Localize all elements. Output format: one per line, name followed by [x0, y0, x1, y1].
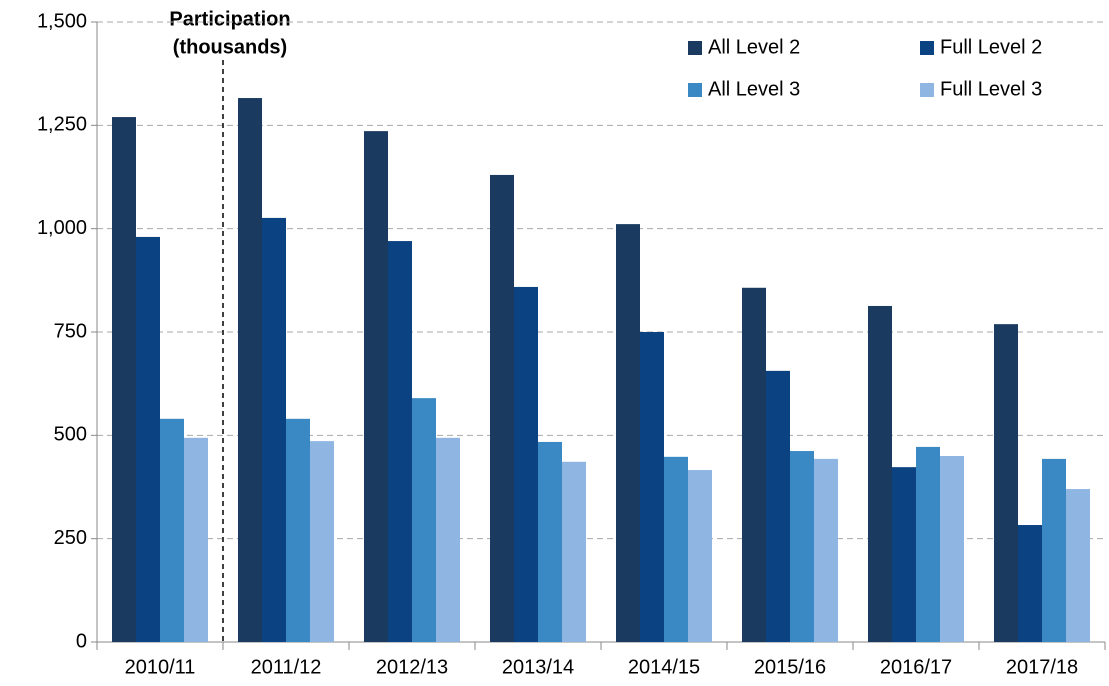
bar — [790, 451, 814, 642]
legend-label: Full Level 3 — [940, 78, 1042, 100]
bar — [1042, 458, 1066, 642]
y-tick-label: 1,500 — [37, 10, 87, 32]
bar — [364, 131, 388, 642]
bar — [664, 456, 688, 642]
bar — [640, 332, 664, 642]
legend-swatch — [688, 41, 702, 55]
bar — [742, 287, 766, 642]
x-tick-label: 2012/13 — [376, 656, 448, 678]
annotation: (thousands) — [173, 36, 287, 58]
bar — [112, 117, 136, 643]
bar — [1066, 489, 1090, 642]
bar — [940, 456, 964, 642]
bar — [814, 458, 838, 642]
y-tick-label: 1,250 — [37, 114, 87, 136]
bar — [868, 305, 892, 642]
bar — [916, 446, 940, 642]
x-tick-label: 2014/15 — [628, 656, 700, 678]
bar — [136, 236, 160, 642]
bar — [388, 241, 412, 643]
bar — [562, 461, 586, 642]
legend-swatch — [920, 83, 934, 97]
y-tick-label: 750 — [54, 320, 87, 342]
bar — [538, 441, 562, 642]
bar — [286, 418, 310, 642]
x-tick-label: 2011/12 — [251, 656, 322, 678]
annotation: Participation — [169, 8, 290, 30]
x-tick-label: 2013/14 — [502, 656, 574, 678]
x-tick-label: 2017/18 — [1006, 656, 1078, 678]
legend-swatch — [688, 83, 702, 97]
bar — [1018, 525, 1042, 642]
bar — [160, 418, 184, 642]
legend-label: All Level 3 — [708, 78, 800, 100]
bar — [436, 437, 460, 642]
bar — [238, 98, 262, 642]
y-tick-label: 0 — [76, 630, 87, 652]
legend-swatch — [920, 41, 934, 55]
bar — [688, 470, 712, 642]
legend-label: All Level 2 — [708, 36, 800, 58]
bar — [766, 370, 790, 642]
bar — [892, 467, 916, 642]
bar — [184, 437, 208, 642]
bar — [514, 286, 538, 642]
bar — [262, 217, 286, 643]
x-tick-label: 2010/11 — [125, 656, 196, 678]
bar — [994, 324, 1018, 642]
x-tick-label: 2016/17 — [880, 656, 952, 678]
bar — [310, 441, 334, 642]
y-tick-label: 500 — [54, 424, 87, 446]
x-tick-label: 2015/16 — [754, 656, 826, 678]
bar — [412, 398, 436, 642]
y-tick-label: 1,000 — [37, 217, 87, 239]
bar — [616, 224, 640, 642]
y-tick-label: 250 — [54, 527, 87, 549]
bar — [490, 174, 514, 642]
legend-label: Full Level 2 — [940, 36, 1042, 58]
